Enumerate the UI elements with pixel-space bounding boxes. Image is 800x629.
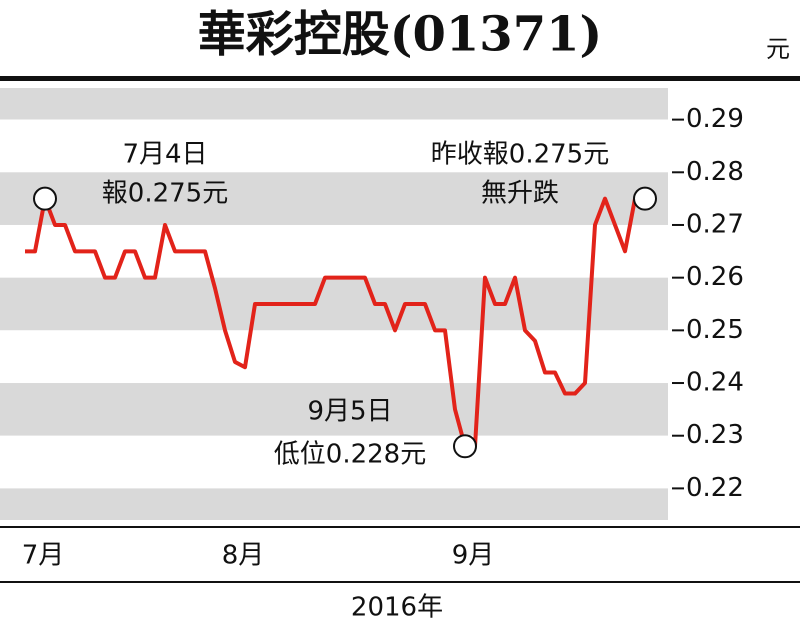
band — [0, 88, 668, 120]
y-tick-label: 0.25 — [686, 315, 744, 345]
annotation: 報0.275元 — [102, 179, 228, 209]
x-tick-label: 7月 — [22, 541, 65, 571]
band — [0, 224, 668, 278]
annotation: 9月5日 — [307, 397, 392, 427]
band — [0, 330, 668, 384]
annotation: 昨收報0.275元 — [431, 140, 609, 170]
highlight-point — [633, 186, 657, 211]
annotation: 低位0.228元 — [274, 440, 426, 470]
y-unit: 元 — [766, 35, 790, 63]
y-tick-label: 0.23 — [686, 420, 744, 450]
y-tick-label: 0.29 — [686, 104, 744, 134]
band — [0, 172, 668, 225]
band — [0, 277, 668, 331]
x-tick-label: 9月 — [452, 541, 495, 571]
x-tick-label: 8月 — [222, 541, 265, 571]
highlight-point — [33, 186, 57, 211]
y-tick-label: 0.28 — [686, 157, 744, 187]
annotation: 7月4日 — [122, 140, 207, 170]
plot-background — [0, 88, 668, 520]
y-tick-label: 0.24 — [686, 368, 744, 398]
band — [0, 435, 668, 489]
y-tick-label: 0.27 — [686, 209, 744, 239]
chart-title: 華彩控股(01371) — [198, 7, 602, 63]
y-tick-label: 0.22 — [686, 473, 744, 503]
band — [0, 383, 668, 436]
y-tick-label: 0.26 — [686, 262, 744, 292]
price-line — [25, 196, 645, 449]
annotation: 無升跌 — [481, 179, 559, 209]
highlight-point — [453, 434, 477, 459]
title-rule — [0, 76, 800, 81]
x-axis-label: 2016年 — [351, 593, 443, 623]
band — [0, 119, 668, 173]
axis-rule — [0, 526, 800, 528]
band — [0, 488, 668, 520]
axis-rule — [0, 581, 800, 583]
